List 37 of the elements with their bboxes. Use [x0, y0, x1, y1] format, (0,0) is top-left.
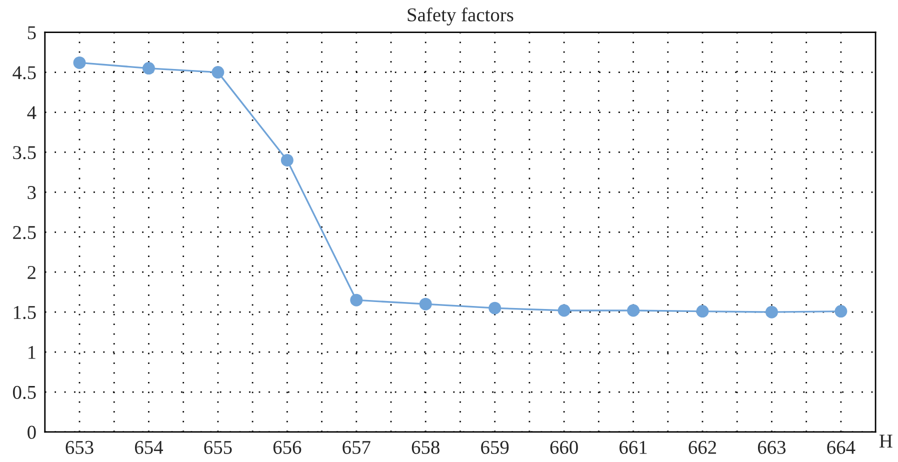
- y-tick-label: 3.5: [13, 146, 36, 160]
- x-tick-label: 660: [550, 440, 578, 454]
- point: [558, 304, 570, 317]
- y-tick-label: 4: [27, 106, 36, 120]
- x-tick-label: 664: [827, 440, 856, 454]
- y-tick-label: 2: [28, 266, 36, 279]
- x-tick-label: 655: [204, 440, 232, 454]
- y-tick-label: 2.5: [13, 226, 36, 240]
- y-tick-label: 1.5: [14, 306, 36, 320]
- point: [212, 66, 224, 79]
- x-tick-label: 661: [620, 440, 647, 454]
- point: [696, 305, 709, 318]
- point: [627, 304, 640, 317]
- y-tick-label: 4.5: [12, 66, 36, 80]
- y-tick-label: 1: [28, 346, 36, 359]
- point: [834, 305, 848, 318]
- x-tick-label: 662: [688, 440, 716, 454]
- x-tick-label: 658: [412, 440, 440, 454]
- chart-title: Safety factors: [408, 8, 514, 26]
- x-tick-label: 656: [273, 440, 302, 454]
- y-tick-label: 5: [28, 26, 36, 40]
- x-tick-label: 663: [758, 440, 786, 454]
- x-tick-label: 659: [481, 440, 509, 454]
- x-tick-label: 654: [134, 440, 164, 454]
- x-tick-label: 653: [66, 440, 94, 454]
- x-tick-label: 657: [342, 440, 370, 454]
- point: [765, 306, 778, 318]
- point: [350, 294, 363, 306]
- y-tick-label: 0.5: [13, 386, 36, 400]
- x-axis-title: H: [879, 434, 892, 448]
- point: [488, 302, 502, 314]
- point: [419, 298, 432, 310]
- point: [142, 62, 155, 75]
- y-tick-label: 3: [28, 186, 36, 200]
- point: [73, 56, 86, 69]
- point: [280, 154, 294, 166]
- y-tick-label: 0: [28, 426, 36, 439]
